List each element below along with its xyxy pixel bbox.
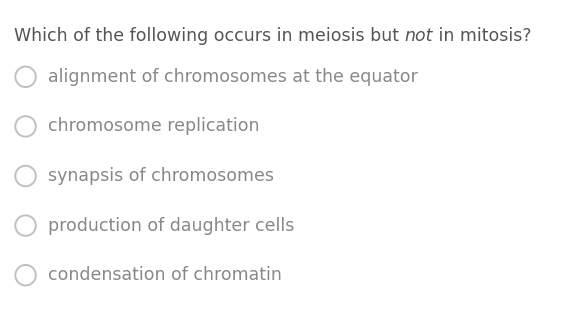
Text: condensation of chromatin: condensation of chromatin [48,266,282,284]
Text: synapsis of chromosomes: synapsis of chromosomes [48,167,274,185]
Text: Which of the following occurs in meiosis but: Which of the following occurs in meiosis… [14,27,404,45]
Text: chromosome replication: chromosome replication [48,117,260,135]
Text: not: not [404,27,433,45]
Text: production of daughter cells: production of daughter cells [48,217,295,235]
Text: alignment of chromosomes at the equator: alignment of chromosomes at the equator [48,68,418,86]
Text: in mitosis?: in mitosis? [433,27,532,45]
